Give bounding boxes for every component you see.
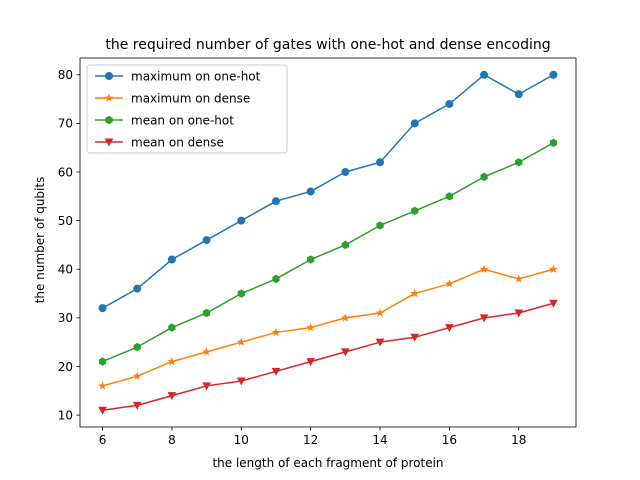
- x-tick-label: 18: [511, 433, 526, 447]
- data-point: [306, 187, 315, 196]
- data-point: [340, 313, 350, 322]
- data-point: [306, 358, 315, 367]
- series-mean-on-dense: [98, 299, 558, 415]
- data-point: [410, 119, 419, 128]
- y-tick-label: 40: [58, 263, 73, 277]
- series-maximum-on-one-hot: [98, 70, 558, 313]
- x-tick-label: 6: [99, 433, 107, 447]
- legend-marker: [105, 115, 113, 125]
- y-tick-label: 30: [58, 311, 73, 325]
- data-point: [307, 255, 315, 264]
- data-point: [376, 158, 385, 167]
- data-point: [514, 90, 523, 99]
- data-point: [202, 236, 211, 245]
- data-point: [236, 337, 246, 346]
- data-point: [549, 138, 558, 148]
- legend-box: [86, 64, 288, 154]
- series-mean-on-one-hot: [98, 138, 558, 366]
- data-point: [133, 342, 141, 352]
- data-point: [167, 357, 177, 366]
- data-point: [167, 392, 177, 401]
- legend-label: maximum on dense: [131, 92, 250, 106]
- series-line: [102, 74, 554, 309]
- series-line: [102, 302, 554, 411]
- data-point: [445, 99, 454, 108]
- legend-entry: mean on dense: [95, 136, 224, 150]
- data-point: [375, 308, 385, 317]
- data-point: [514, 274, 524, 283]
- series-line: [102, 142, 554, 363]
- y-tick-label: 60: [58, 165, 73, 179]
- data-point: [341, 348, 350, 357]
- data-point: [341, 168, 350, 177]
- data-point: [237, 289, 245, 298]
- data-point: [445, 192, 454, 201]
- data-point: [375, 338, 385, 347]
- x-axis-label: the length of each fragment of protein: [212, 456, 443, 470]
- data-point: [237, 216, 246, 225]
- data-point: [445, 324, 454, 333]
- x-tick-label: 8: [168, 433, 176, 447]
- data-point: [515, 158, 523, 167]
- data-point: [410, 288, 420, 298]
- y-tick-label: 20: [58, 360, 73, 374]
- data-point: [202, 382, 211, 391]
- data-point: [98, 406, 107, 415]
- y-tick-label: 50: [58, 214, 73, 228]
- y-tick-label: 70: [58, 117, 73, 131]
- legend-label: mean on dense: [131, 136, 224, 150]
- data-point: [132, 371, 142, 380]
- y-tick-label: 80: [58, 68, 73, 82]
- chart-title: the required number of gates with one-ho…: [105, 37, 550, 53]
- y-tick-label: 10: [58, 408, 73, 422]
- x-tick-label: 14: [372, 433, 387, 447]
- x-tick-label: 16: [442, 433, 457, 447]
- data-point: [411, 206, 419, 216]
- data-point: [98, 304, 107, 313]
- plot-area: 6 8 10 12 14 16 18 10 20 30 40 50 60 70 80: [58, 57, 577, 447]
- legend-label: mean on one-hot: [131, 114, 234, 128]
- data-point: [271, 197, 280, 206]
- data-point: [168, 323, 176, 332]
- axes-frame: [79, 57, 577, 428]
- data-point: [549, 299, 558, 308]
- legend-label: maximum on one-hot: [131, 70, 261, 84]
- data-point: [341, 240, 349, 250]
- data-point: [202, 347, 211, 356]
- x-tick-label: 10: [234, 433, 249, 447]
- data-point: [479, 264, 489, 273]
- y-axis-label: the number of qubits: [33, 177, 47, 304]
- data-point: [98, 357, 107, 366]
- data-point: [132, 401, 142, 410]
- legend-marker: [104, 138, 114, 147]
- legend-marker: [104, 93, 114, 102]
- data-point: [376, 221, 384, 230]
- legend-entry: maximum on one-hot: [95, 70, 261, 84]
- data-point: [306, 322, 316, 332]
- x-tick-label: 12: [303, 433, 318, 447]
- legend-entry: mean on one-hot: [95, 114, 234, 128]
- data-point: [133, 284, 142, 293]
- series-line: [102, 268, 554, 387]
- data-point: [236, 377, 246, 386]
- data-point: [479, 314, 489, 323]
- data-point: [98, 381, 107, 390]
- data-point: [480, 172, 488, 182]
- data-point: [202, 308, 211, 318]
- data-point: [271, 327, 281, 337]
- data-point: [167, 255, 176, 264]
- data-point: [480, 70, 489, 79]
- data-point: [514, 309, 524, 318]
- data-point: [445, 279, 454, 288]
- data-point: [271, 367, 281, 376]
- series-maximum-on-dense: [98, 264, 558, 390]
- data-point: [272, 274, 280, 284]
- legend-marker: [105, 72, 113, 80]
- data-point: [549, 264, 558, 273]
- data-point: [549, 70, 558, 79]
- legend: maximum on one-hot maximum on dense mean o…: [86, 64, 288, 154]
- legend-entry: maximum on dense: [95, 92, 250, 106]
- data-point: [410, 333, 420, 342]
